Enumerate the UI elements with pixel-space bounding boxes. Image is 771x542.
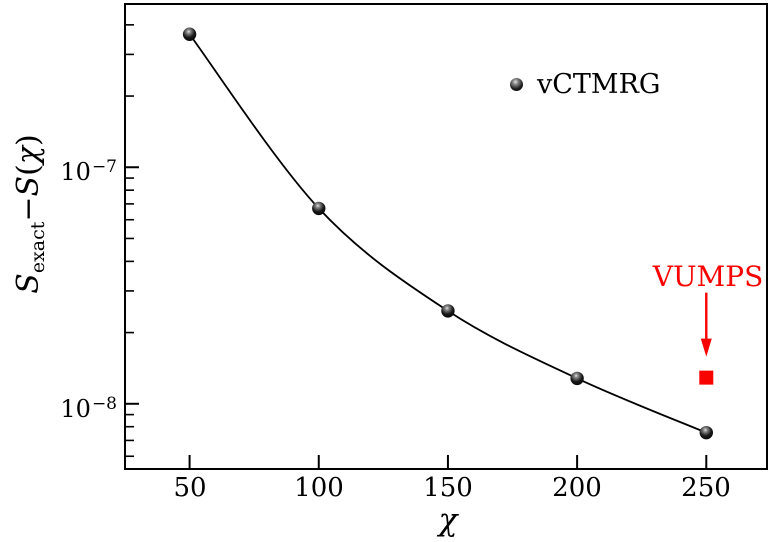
plot-border [124, 3, 768, 470]
y-axis-label-subscript: exact [27, 221, 49, 274]
x-tick-label-250: 250 [681, 473, 731, 503]
y-tick-exponent: −7 [91, 157, 117, 177]
y-tick-base: 10 [60, 158, 91, 186]
y-tick-base: 10 [60, 395, 91, 423]
vctmrg-data-point [441, 304, 455, 318]
vctmrg-data-point [699, 425, 713, 440]
vctmrg-data-point [182, 27, 197, 41]
x-tick-label-150: 150 [423, 473, 473, 503]
x-tick-label-200: 200 [552, 473, 602, 503]
x-axis-label: χ [438, 502, 458, 538]
vumps-data-point [699, 370, 714, 385]
x-tick-label-50: 50 [173, 473, 207, 503]
vumps-arrow-head [700, 338, 712, 357]
vumps-label: VUMPS [652, 260, 764, 293]
y-axis-label-paren-close: ) [11, 134, 46, 146]
vctmrg-data-point [570, 371, 584, 386]
y-axis-label-minus: − [11, 196, 46, 222]
y-tick-label-1e-8: 10−8 [40, 389, 117, 424]
legend-label-vctmrg: vCTMRG [537, 68, 661, 100]
y-axis-label-S-exact: S [11, 273, 46, 294]
y-tick-exponent: −8 [91, 394, 117, 414]
legend-sphere-marker-icon [510, 77, 523, 91]
vctmrg-data-point [312, 201, 326, 216]
x-tick-label-100: 100 [294, 473, 344, 503]
y-tick-label-1e-7: 10−7 [40, 152, 117, 187]
legend: vCTMRG [510, 68, 661, 100]
